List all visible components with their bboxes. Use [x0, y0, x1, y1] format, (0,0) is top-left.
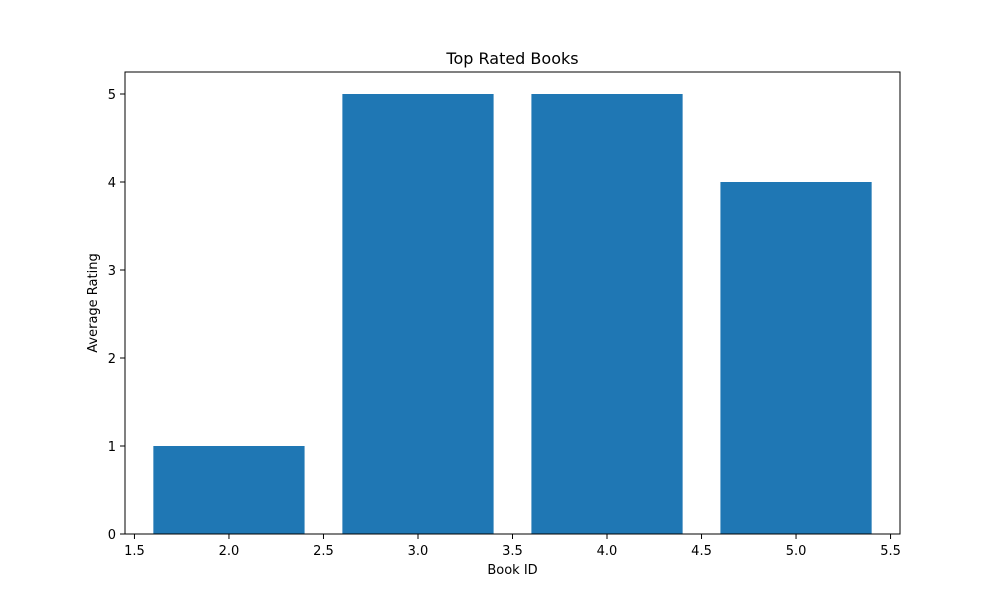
y-tick-label: 3: [108, 264, 116, 279]
x-tick-label: 3.0: [408, 544, 429, 559]
y-tick-label: 4: [108, 176, 116, 191]
bar-book-3: [342, 94, 494, 534]
chart-title: Top Rated Books: [445, 49, 578, 68]
x-tick-label: 2.0: [219, 544, 240, 559]
x-tick-label: 5.0: [786, 544, 807, 559]
x-axis-label: Book ID: [487, 563, 537, 578]
plot-frame: [124, 71, 901, 535]
y-axis-ticks: 0 1 2 3 4 5: [108, 88, 125, 543]
x-tick-label: 4.5: [691, 544, 712, 559]
bars-group: [153, 94, 872, 534]
x-tick-label: 2.5: [313, 544, 334, 559]
bar-book-5: [720, 182, 872, 534]
bar-book-2: [153, 446, 305, 534]
y-tick-label: 0: [108, 528, 116, 543]
y-tick-label: 2: [108, 352, 116, 367]
x-tick-label: 4.0: [597, 544, 618, 559]
x-axis-ticks: 1.5 2.0 2.5 3.0 3.5 4.0 4.5 5.0 5.5: [124, 534, 901, 559]
y-tick-label: 1: [108, 440, 116, 455]
x-tick-label: 5.5: [880, 544, 901, 559]
x-tick-label: 1.5: [124, 544, 145, 559]
bar-book-4: [531, 94, 683, 534]
y-axis-label: Average Rating: [86, 253, 101, 352]
x-tick-label: 3.5: [502, 544, 523, 559]
y-tick-label: 5: [108, 88, 116, 103]
